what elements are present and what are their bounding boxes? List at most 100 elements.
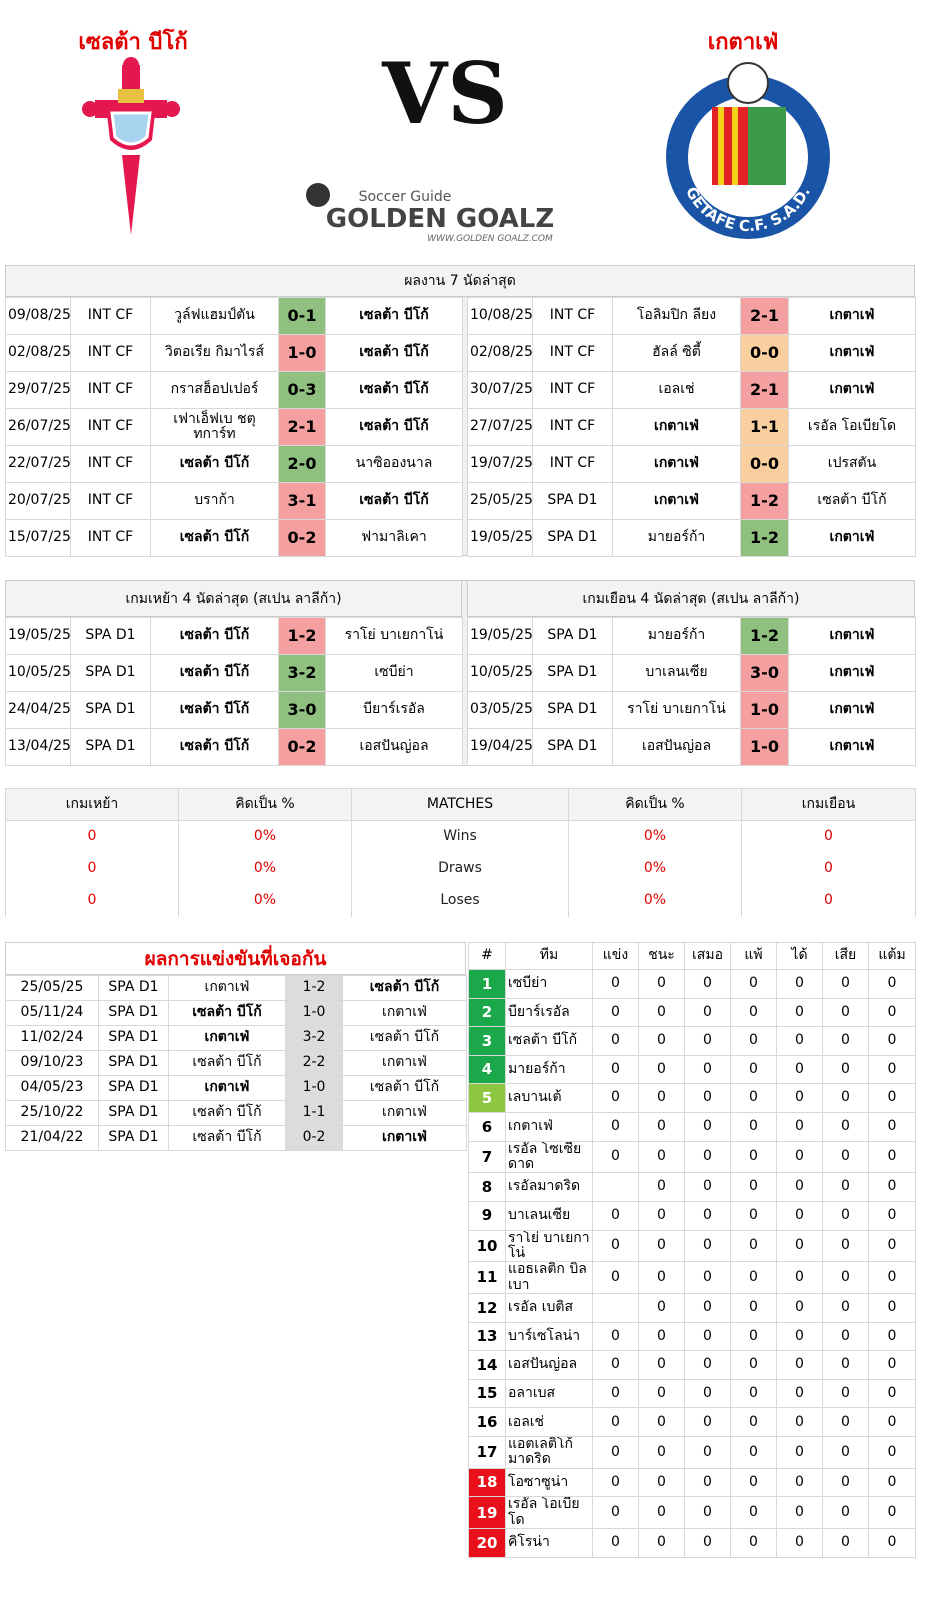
team1: มายอร์ก้า bbox=[612, 519, 741, 557]
team1: เซลต้า บีโก้ bbox=[150, 728, 279, 766]
stat: 0 bbox=[868, 1261, 916, 1295]
date: 27/07/25 bbox=[467, 408, 533, 446]
team: เอลเช่ bbox=[505, 1407, 593, 1438]
stat: 0 bbox=[868, 1321, 916, 1352]
match-row: 10/05/25 SPA D1 เซลต้า บีโก้ 3-2 เซบีย่า bbox=[5, 654, 463, 692]
match-row: 02/08/25 INT CF วิตอเรีย กิมาไรส์ 1-0 เซลต้า… bbox=[5, 334, 463, 372]
team1: เซลต้า บีโก้ bbox=[150, 691, 279, 729]
stat: 0 bbox=[730, 1436, 777, 1469]
table: เกมเหย้า คิดเป็น % MATCHES คิดเป็น % เกมเยือ… bbox=[5, 788, 916, 917]
rank: 7 bbox=[468, 1140, 506, 1174]
stat: 0 bbox=[592, 1407, 639, 1438]
stat: 0 bbox=[684, 1378, 731, 1409]
stat: 0 bbox=[684, 1054, 731, 1085]
date: 19/05/25 bbox=[5, 617, 71, 655]
stat: 0 bbox=[684, 1467, 731, 1498]
summary-cell: 0% bbox=[178, 884, 352, 917]
stat: 0 bbox=[822, 997, 869, 1028]
competition: SPA D1 bbox=[70, 691, 151, 729]
home-team: เซลต้า บีโก้ bbox=[78, 30, 188, 55]
stat: 0 bbox=[638, 1140, 685, 1174]
stat: 0 bbox=[730, 1321, 777, 1352]
stat: 0 bbox=[776, 1496, 823, 1530]
rank: 1 bbox=[468, 969, 506, 999]
stat: 0 bbox=[776, 1140, 823, 1174]
match-row: 19/04/25 SPA D1 เอสปันญ่อล 1-0 เกตาเฟ่ bbox=[467, 728, 916, 766]
stat: 0 bbox=[868, 1083, 916, 1113]
team1: ราโย่ บาเยกาโน่ bbox=[612, 691, 741, 729]
team2: เรอัล โอเบียโด bbox=[788, 408, 916, 446]
rank: 3 bbox=[468, 1026, 506, 1056]
competition: INT CF bbox=[70, 408, 151, 446]
competition: INT CF bbox=[70, 445, 151, 483]
competition: SPA D1 bbox=[98, 1075, 169, 1101]
stat: 0 bbox=[822, 1200, 869, 1231]
competition: INT CF bbox=[532, 408, 613, 446]
team: คิโรน่า bbox=[505, 1528, 593, 1558]
stat: 0 bbox=[822, 1436, 869, 1469]
logo-tagline: Soccer Guide bbox=[359, 189, 452, 205]
match-row: 19/05/25 SPA D1 เซลต้า บีโก้ 1-2 ราโย่ บาเยก… bbox=[5, 617, 463, 655]
team1: เซลต้า บีโก้ bbox=[150, 617, 279, 655]
away-crest: GETAFE C.F. S.A.D. bbox=[666, 62, 830, 239]
rank: 14 bbox=[468, 1350, 506, 1380]
team2: เกตาเฟ่ bbox=[788, 654, 916, 692]
rank: 11 bbox=[468, 1261, 506, 1295]
table-body: 25/05/25 SPA D1 เกตาเฟ่ 1-2 เซลต้า บีโก้ 05/1… bbox=[5, 975, 467, 1151]
score: 1-2 bbox=[740, 482, 789, 520]
header-row: # ทีม แข่ง ชนะ เสมอ แพ้ ได้ เสีย แต้ม bbox=[468, 942, 916, 970]
home-crest bbox=[82, 57, 180, 235]
stat: 0 bbox=[776, 1350, 823, 1380]
stat: 0 bbox=[868, 1054, 916, 1085]
date: 29/07/25 bbox=[5, 371, 71, 409]
stat: 0 bbox=[592, 1054, 639, 1085]
standing-row: 18 โอซาซูน่า 0 0 0 0 0 0 0 bbox=[468, 1467, 916, 1498]
table-body: 10/08/25 INT CF โอลิมปิก ลียง 2-1 เกตาเฟ่ 02/… bbox=[467, 297, 916, 557]
vs-text: VS bbox=[381, 55, 508, 143]
match-row: 24/04/25 SPA D1 เซลต้า บีโก้ 3-0 บียาร์เรอัล bbox=[5, 691, 463, 729]
date: 19/05/25 bbox=[467, 617, 533, 655]
stat: 0 bbox=[868, 1407, 916, 1438]
team: เกตาเฟ่ bbox=[505, 1111, 593, 1142]
team2: เกตาเฟ่ bbox=[788, 617, 916, 655]
rank: 18 bbox=[468, 1467, 506, 1498]
stat: 0 bbox=[684, 1496, 731, 1530]
date: 05/11/24 bbox=[5, 1000, 99, 1026]
team2: เกตาเฟ่ bbox=[342, 1100, 467, 1126]
stat: 0 bbox=[868, 1172, 916, 1202]
stat: 0 bbox=[592, 1229, 639, 1263]
stat: 0 bbox=[730, 1407, 777, 1438]
team2: เอสปันญ่อล bbox=[325, 728, 463, 766]
rank: 4 bbox=[468, 1054, 506, 1085]
stat: 0 bbox=[730, 1378, 777, 1409]
competition: SPA D1 bbox=[70, 728, 151, 766]
team: มายอร์ก้า bbox=[505, 1054, 593, 1085]
score: 1-1 bbox=[285, 1100, 343, 1126]
stat: 0 bbox=[638, 1321, 685, 1352]
stat: 0 bbox=[730, 1261, 777, 1295]
stat: 0 bbox=[730, 1350, 777, 1380]
date: 10/05/25 bbox=[467, 654, 533, 692]
logo-name: GOLDEN GOALZ bbox=[326, 204, 554, 234]
standing-row: 5 เลบานเต้ 0 0 0 0 0 0 0 bbox=[468, 1083, 916, 1113]
stat: 0 bbox=[684, 1528, 731, 1558]
stat: 0 bbox=[730, 1200, 777, 1231]
rank: 10 bbox=[468, 1229, 506, 1263]
team: เซบีย่า bbox=[505, 969, 593, 999]
match-row: 09/10/23 SPA D1 เซลต้า บีโก้ 2-2 เกตาเฟ่ bbox=[5, 1050, 467, 1076]
standing-row: 16 เอลเช่ 0 0 0 0 0 0 0 bbox=[468, 1407, 916, 1438]
standing-row: 3 เซลต้า บีโก้ 0 0 0 0 0 0 0 bbox=[468, 1026, 916, 1056]
stat: 0 bbox=[730, 1054, 777, 1085]
header-cell: ได้ bbox=[776, 942, 823, 970]
date: 09/10/23 bbox=[5, 1050, 99, 1076]
score: 2-1 bbox=[740, 297, 789, 335]
stat: 0 bbox=[684, 1321, 731, 1352]
stat: 0 bbox=[776, 1321, 823, 1352]
team1: เอลเช่ bbox=[612, 371, 741, 409]
summary-cell: 0 bbox=[741, 852, 916, 885]
team2: เกตาเฟ่ bbox=[788, 334, 916, 372]
score: 0-3 bbox=[278, 371, 326, 409]
stat: 0 bbox=[868, 1229, 916, 1263]
header-cell: # bbox=[468, 942, 506, 970]
stat: 0 bbox=[638, 1496, 685, 1530]
